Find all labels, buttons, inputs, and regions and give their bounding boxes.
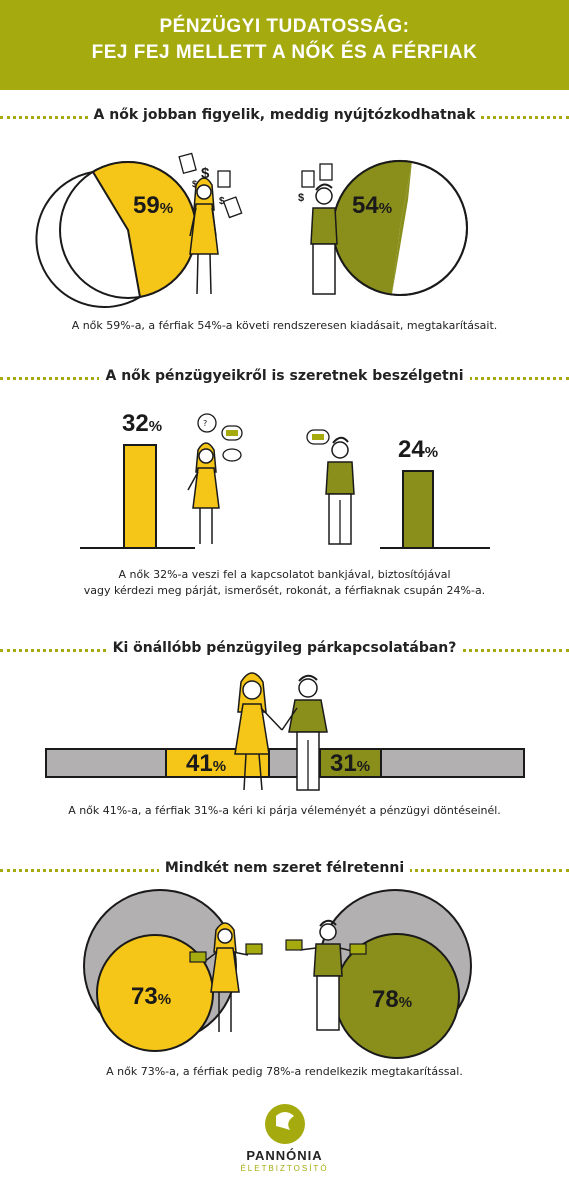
women-pie-value: 59%	[133, 192, 174, 219]
section3-caption: A nők 41%-a, a férfiak 31%-a kéri ki pár…	[68, 804, 501, 817]
woman-figure-1	[189, 177, 219, 295]
women-savings-circles	[83, 889, 237, 1052]
section2-caption-line2: vagy kérdezi meg párját, ismerősét, roko…	[83, 584, 486, 597]
women-pie-slice	[93, 162, 197, 297]
women-pie-chart	[35, 161, 197, 308]
women-comparison-value: 41%	[186, 750, 227, 777]
women-bar-value: 32%	[122, 410, 163, 437]
women-pie-rest	[35, 170, 142, 308]
men-pie-slice	[332, 159, 412, 294]
logo-sub-text: ÉLETBIZTOSÍTÓ	[240, 1164, 329, 1173]
pannonia-logo-icon	[265, 1104, 305, 1144]
page-title-line1: PÉNZÜGYI TUDATOSSÁG:	[159, 16, 410, 37]
women-bar	[123, 444, 157, 549]
section3-title-row: Ki önállóbb pénzügyileg párkapcsolatában…	[0, 640, 569, 660]
men-pie-value: 54%	[352, 192, 393, 219]
man-figure-1: $	[298, 163, 338, 295]
section3-title: Ki önállóbb pénzügyileg párkapcsolatában…	[106, 640, 463, 656]
couple-holding-hands	[234, 672, 328, 791]
man-figure-4	[285, 919, 367, 1031]
section2-caption: A nők 32%-a veszi fel a kapcsolatot bank…	[0, 567, 569, 599]
men-pie-chart	[332, 159, 468, 296]
svg-text:?: ?	[203, 419, 207, 428]
section2-title-row: A nők pénzügyeikről is szeretnek beszélg…	[0, 368, 569, 388]
cash-stack-icon	[245, 943, 263, 955]
section4-caption: A nők 73%-a, a férfiak pedig 78%-a rende…	[106, 1065, 463, 1078]
woman-figure-2: ?	[187, 413, 243, 544]
logo-brand-text: PANNÓNIA	[246, 1148, 323, 1163]
page-title-line2: FEJ FEJ MELLETT A NŐK ÉS A FÉRFIAK	[91, 42, 478, 63]
cash-stack-icon	[285, 939, 303, 951]
man-figure-2	[306, 429, 355, 545]
money-docs-icons: $ $ $	[178, 152, 243, 219]
speech-bubble-question	[197, 413, 217, 433]
section1-caption: A nők 59%-a, a férfiak 54%-a követi rend…	[71, 319, 498, 332]
svg-text:$: $	[192, 179, 197, 189]
men-bar	[402, 470, 434, 549]
women-savings-value: 73%	[131, 983, 172, 1010]
svg-text:$: $	[219, 196, 225, 207]
woman-figure-4	[189, 922, 263, 1032]
header-banner: PÉNZÜGYI TUDATOSSÁG: FEJ FEJ MELLETT A N…	[0, 0, 569, 90]
svg-text:$: $	[298, 192, 304, 204]
men-comparison-value: 31%	[330, 750, 371, 777]
section2-caption-line1: A nők 32%-a veszi fel a kapcsolatot bank…	[118, 568, 451, 581]
men-bar-value: 24%	[398, 436, 439, 463]
men-savings-value: 78%	[372, 986, 413, 1013]
men-comparison-bar	[319, 748, 382, 778]
cash-stack-icon	[349, 943, 367, 955]
section2-title: A nők pénzügyeikről is szeretnek beszélg…	[99, 368, 470, 384]
comparison-bar-track	[45, 748, 525, 778]
cash-stack-icon	[189, 951, 207, 963]
section4-title-row: Mindkét nem szeret félretenni	[0, 860, 569, 880]
section4-title: Mindkét nem szeret félretenni	[158, 860, 411, 876]
svg-text:$: $	[201, 165, 210, 182]
section1-title: A nők jobban figyelik, meddig nyújtózkod…	[87, 107, 482, 123]
men-savings-circles	[318, 889, 472, 1059]
section1-title-row: A nők jobban figyelik, meddig nyújtózkod…	[0, 107, 569, 127]
